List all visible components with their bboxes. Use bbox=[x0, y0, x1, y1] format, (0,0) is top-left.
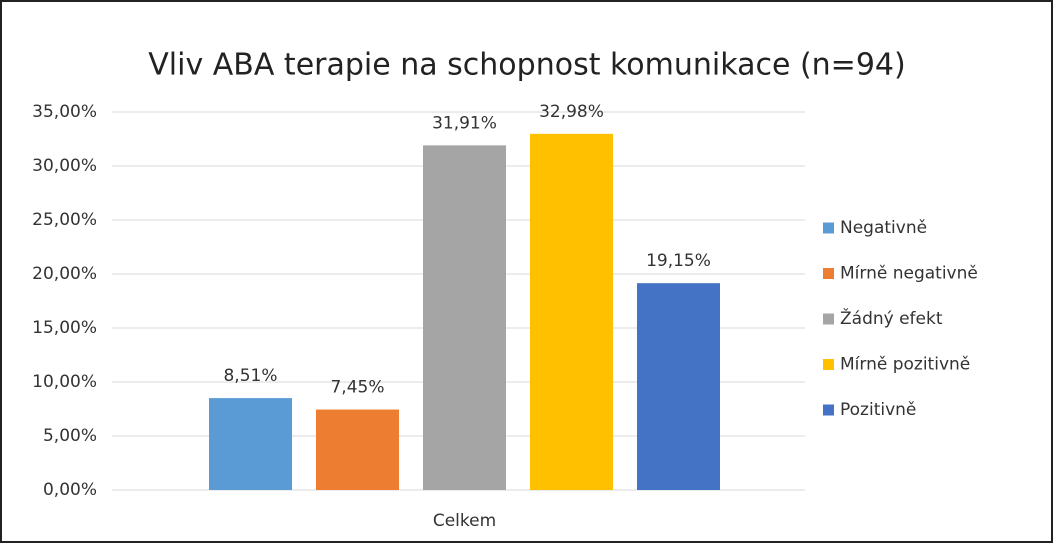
y-tick-label: 20,00% bbox=[32, 264, 97, 284]
x-tick-label: Celkem bbox=[433, 511, 496, 531]
data-label: 31,91% bbox=[432, 113, 497, 133]
y-tick-label: 35,00% bbox=[32, 102, 97, 122]
legend-label: Negativně bbox=[840, 218, 927, 238]
y-tick-label: 30,00% bbox=[32, 156, 97, 176]
bar bbox=[530, 133, 613, 491]
legend-label: Mírně pozitivně bbox=[840, 355, 970, 375]
legend-swatch bbox=[823, 359, 834, 370]
y-tick-label: 0,00% bbox=[43, 480, 97, 500]
legend-swatch bbox=[823, 222, 834, 234]
legend-label: Pozitivně bbox=[840, 400, 916, 420]
data-label: 7,45% bbox=[330, 378, 384, 398]
bar bbox=[637, 283, 720, 490]
legend-label: Mírně negativně bbox=[840, 264, 978, 284]
bar bbox=[423, 145, 506, 490]
y-tick-label: 15,00% bbox=[32, 318, 97, 338]
data-label: 8,51% bbox=[223, 366, 277, 386]
y-tick-label: 10,00% bbox=[32, 372, 97, 392]
legend-swatch bbox=[823, 313, 834, 325]
y-tick-label: 5,00% bbox=[43, 426, 97, 446]
y-tick-label: 25,00% bbox=[32, 210, 97, 230]
bar bbox=[316, 409, 399, 490]
legend-swatch bbox=[823, 268, 834, 279]
legend-swatch bbox=[823, 404, 834, 416]
bar bbox=[209, 398, 292, 490]
data-label: 19,15% bbox=[646, 251, 711, 271]
data-label: 32,98% bbox=[539, 102, 604, 122]
chart-title: Vliv ABA terapie na schopnost komunikace… bbox=[148, 48, 905, 83]
legend-label: Žádný efekt bbox=[840, 307, 943, 329]
